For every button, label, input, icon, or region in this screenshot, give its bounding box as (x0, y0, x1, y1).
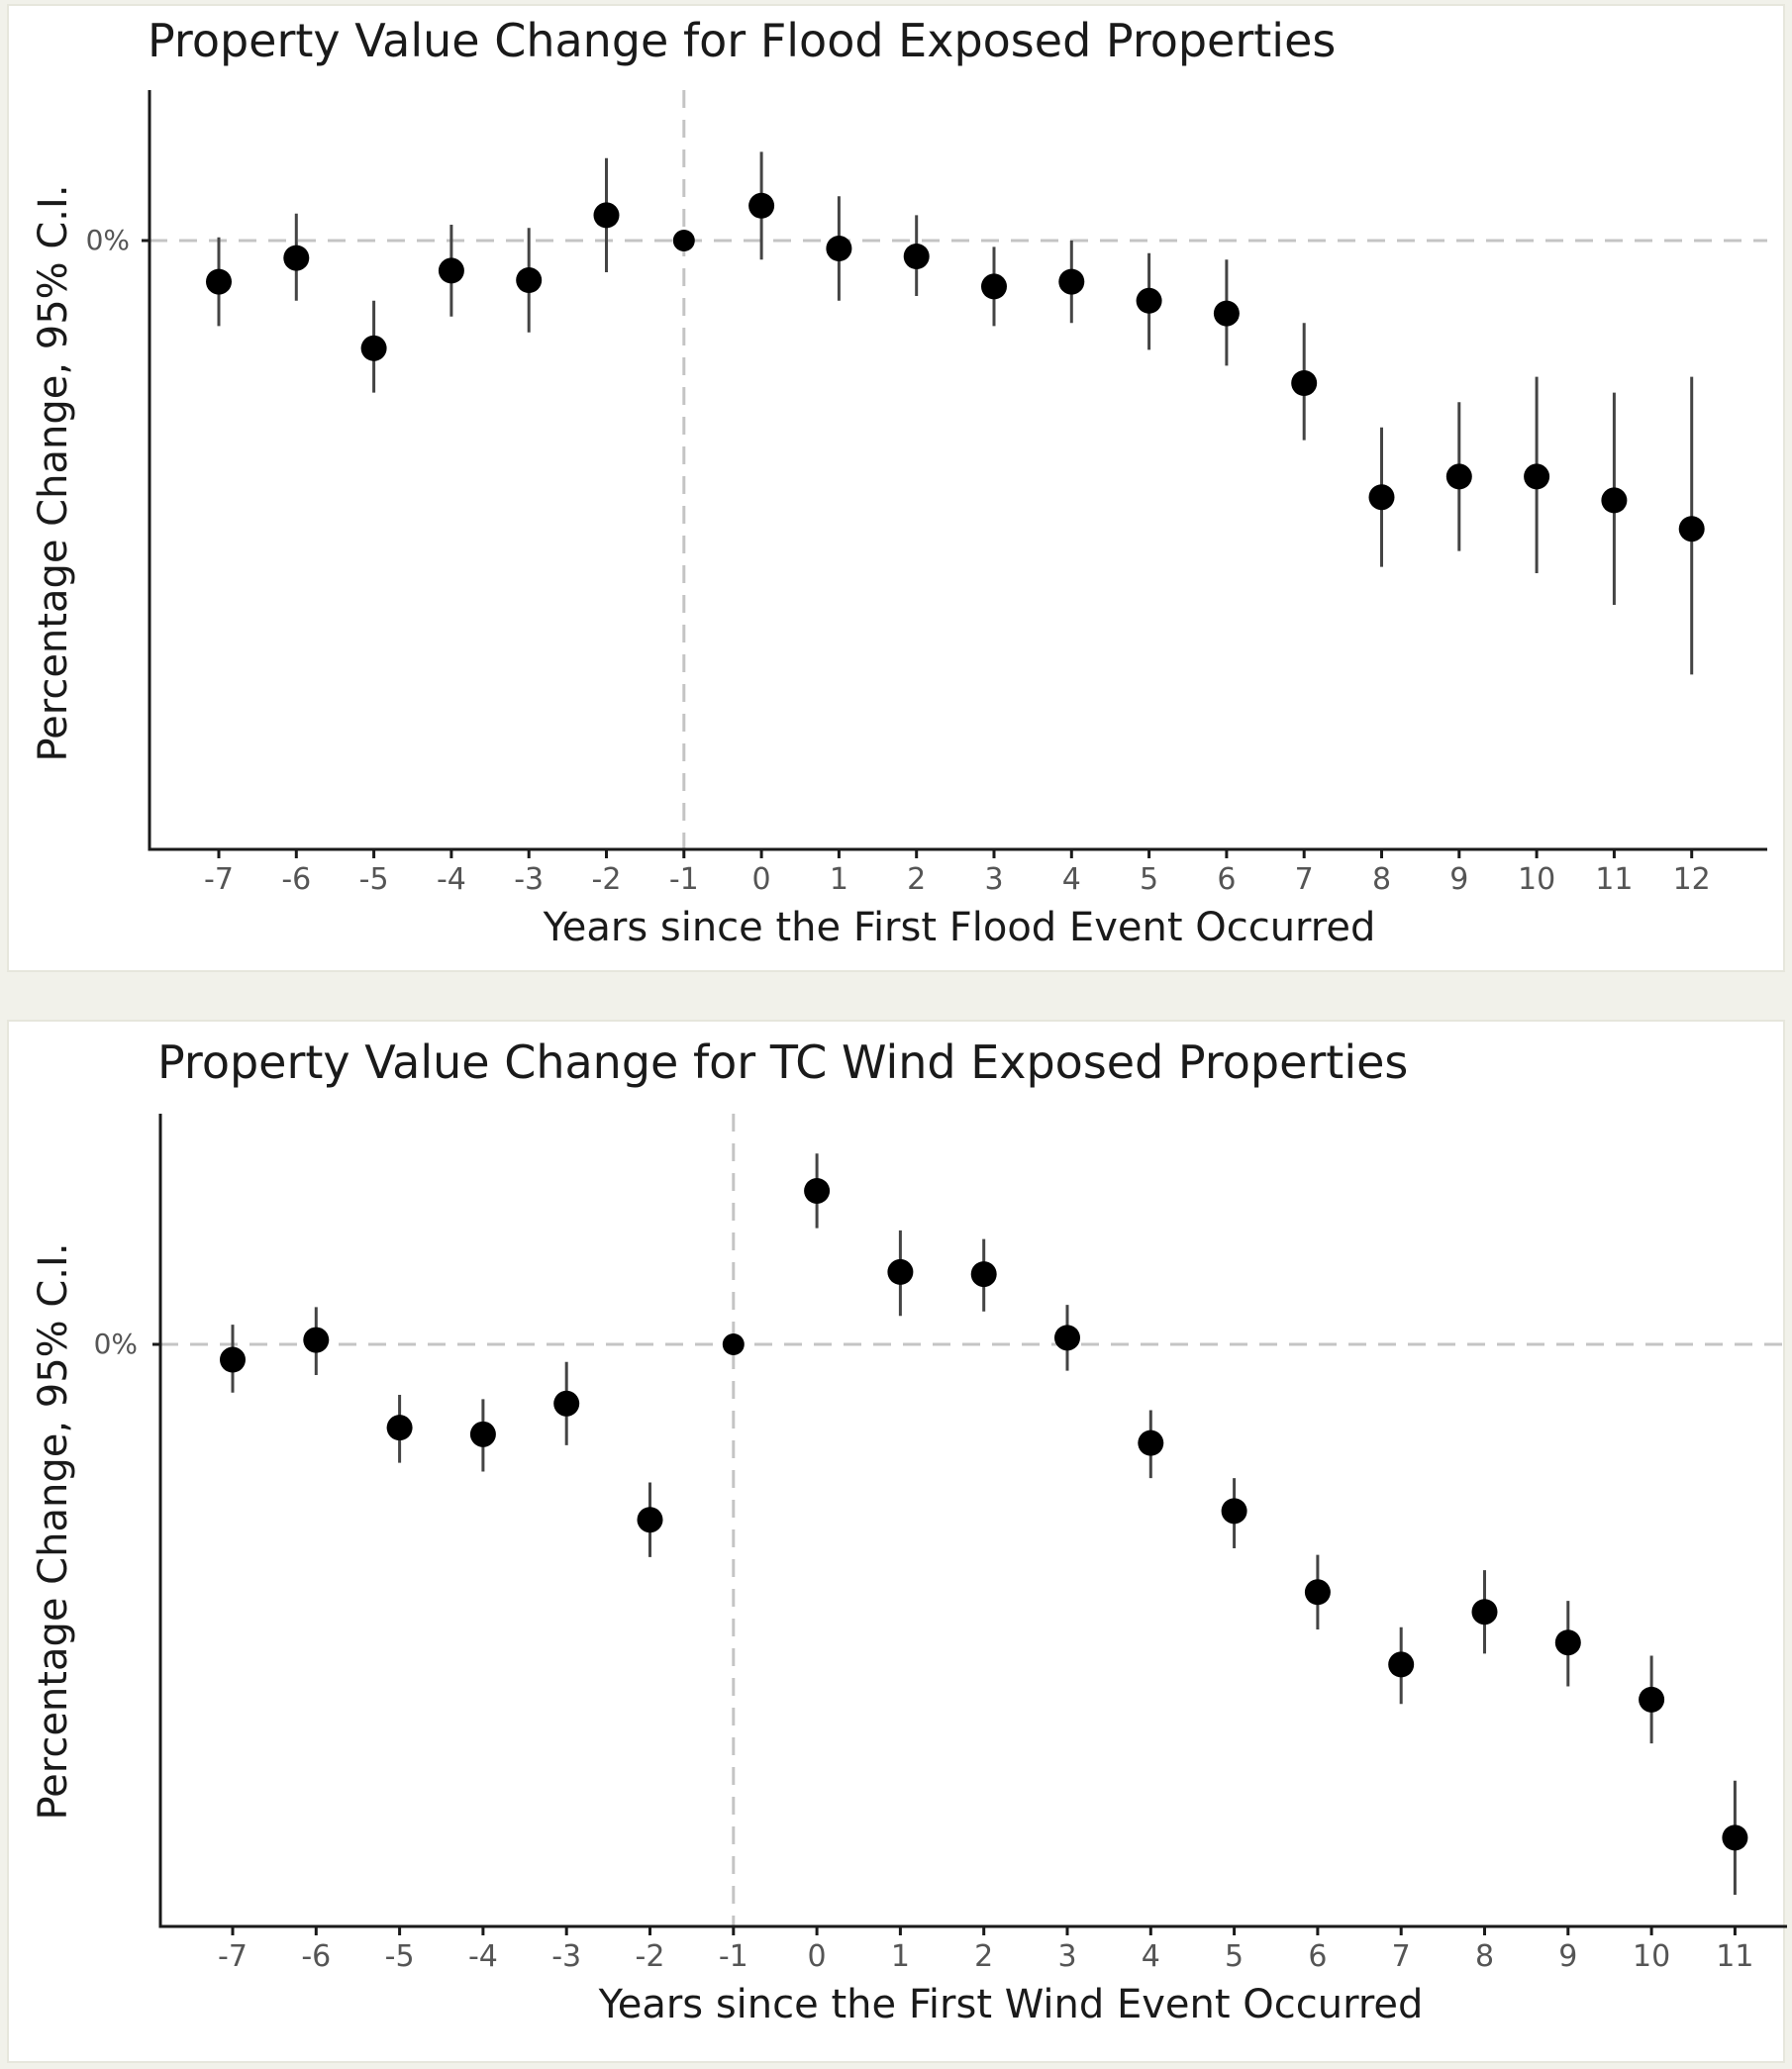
x-tick-label: -6 (301, 1939, 331, 1974)
x-tick-label: 9 (1449, 862, 1468, 897)
x-tick-label: 11 (1595, 862, 1633, 897)
x-tick-label: 0 (752, 862, 771, 897)
x-tick-label: -7 (218, 1939, 248, 1974)
data-point (722, 1333, 745, 1355)
x-tick-label: -3 (551, 1939, 581, 1974)
data-point (553, 1390, 580, 1417)
data-point (804, 1177, 831, 1204)
data-point (748, 192, 775, 219)
x-tick-label: 8 (1372, 862, 1391, 897)
data-point (360, 335, 387, 361)
data-point (1221, 1498, 1247, 1525)
x-tick-label: 4 (1062, 862, 1081, 897)
data-point (283, 245, 310, 271)
data-point (303, 1327, 330, 1353)
data-point (1554, 1629, 1581, 1656)
data-point (1601, 487, 1628, 514)
x-tick-label: -6 (281, 862, 311, 897)
data-point (1678, 516, 1705, 542)
x-tick-label: 0 (808, 1939, 827, 1974)
data-point (1304, 1579, 1331, 1606)
x-tick-label: -4 (468, 1939, 498, 1974)
x-tick-label: -1 (719, 1939, 748, 1974)
data-point (1524, 463, 1550, 490)
x-tick-label: 2 (974, 1939, 993, 1974)
data-point (637, 1507, 663, 1533)
x-tick-label: 12 (1673, 862, 1711, 897)
x-tick-label: 7 (1392, 1939, 1411, 1974)
x-tick-label: 9 (1558, 1939, 1577, 1974)
x-tick-label: 5 (1140, 862, 1158, 897)
data-point (1639, 1686, 1665, 1713)
y-axis-label: Percentage Change, 95% C.I. (31, 1242, 76, 1820)
x-tick-label: 5 (1225, 1939, 1244, 1974)
x-axis-label: Years since the First Flood Event Occurr… (543, 905, 1376, 950)
x-tick-label: -2 (636, 1939, 665, 1974)
chart-title: Property Value Change for TC Wind Expose… (157, 1035, 1408, 1089)
x-tick-label: 10 (1633, 1939, 1670, 1974)
x-tick-label: -2 (592, 862, 622, 897)
x-tick-label: 11 (1716, 1939, 1753, 1974)
data-point (981, 273, 1007, 300)
data-point (206, 268, 232, 295)
data-point (1058, 268, 1085, 295)
x-tick-label: -1 (669, 862, 699, 897)
data-point (1388, 1651, 1415, 1678)
data-point (516, 267, 543, 293)
x-tick-label: 2 (907, 862, 926, 897)
x-tick-label: 6 (1217, 862, 1236, 897)
y-tick-label: 0% (86, 224, 130, 256)
x-tick-label: 10 (1518, 862, 1555, 897)
data-point (887, 1258, 914, 1285)
data-point (469, 1421, 496, 1447)
data-point (1445, 463, 1472, 490)
data-point (1368, 484, 1395, 511)
y-axis-label: Percentage Change, 95% C.I. (31, 184, 76, 761)
x-tick-label: 1 (891, 1939, 910, 1974)
data-point (672, 230, 695, 251)
x-tick-label: -5 (359, 862, 389, 897)
x-tick-label: -4 (437, 862, 466, 897)
data-point (438, 257, 464, 284)
x-tick-label: -7 (204, 862, 234, 897)
x-tick-label: 3 (1057, 1939, 1076, 1974)
chart-title: Property Value Change for Flood Exposed … (148, 14, 1336, 67)
data-point (1291, 370, 1318, 396)
wind-chart-panel: Property Value Change for TC Wind Expose… (7, 1020, 1787, 2063)
flood-chart-panel: Property Value Change for Flood Exposed … (7, 4, 1785, 972)
x-tick-label: 1 (830, 862, 848, 897)
data-point (1471, 1599, 1498, 1626)
data-point (970, 1261, 997, 1288)
data-point (1138, 1429, 1164, 1456)
x-tick-label: -5 (385, 1939, 415, 1974)
data-point (826, 236, 852, 261)
data-point (903, 244, 930, 269)
x-tick-label: -3 (514, 862, 544, 897)
wind-chart: Property Value Change for TC Wind Expose… (31, 1035, 1787, 2027)
x-tick-label: 7 (1295, 862, 1314, 897)
y-tick-label: 0% (94, 1328, 138, 1360)
data-point (1722, 1824, 1748, 1851)
data-point (1136, 287, 1162, 314)
data-point (593, 202, 620, 229)
flood-chart: Property Value Change for Flood Exposed … (31, 14, 1767, 950)
data-point (386, 1415, 413, 1441)
data-point (1213, 300, 1240, 327)
x-tick-label: 8 (1475, 1939, 1494, 1974)
x-tick-label: 3 (984, 862, 1003, 897)
x-axis-label: Years since the First Wind Event Occurre… (598, 1982, 1424, 2027)
x-tick-label: 6 (1308, 1939, 1327, 1974)
data-point (1054, 1325, 1080, 1351)
x-tick-label: 4 (1142, 1939, 1160, 1974)
data-point (220, 1346, 246, 1373)
